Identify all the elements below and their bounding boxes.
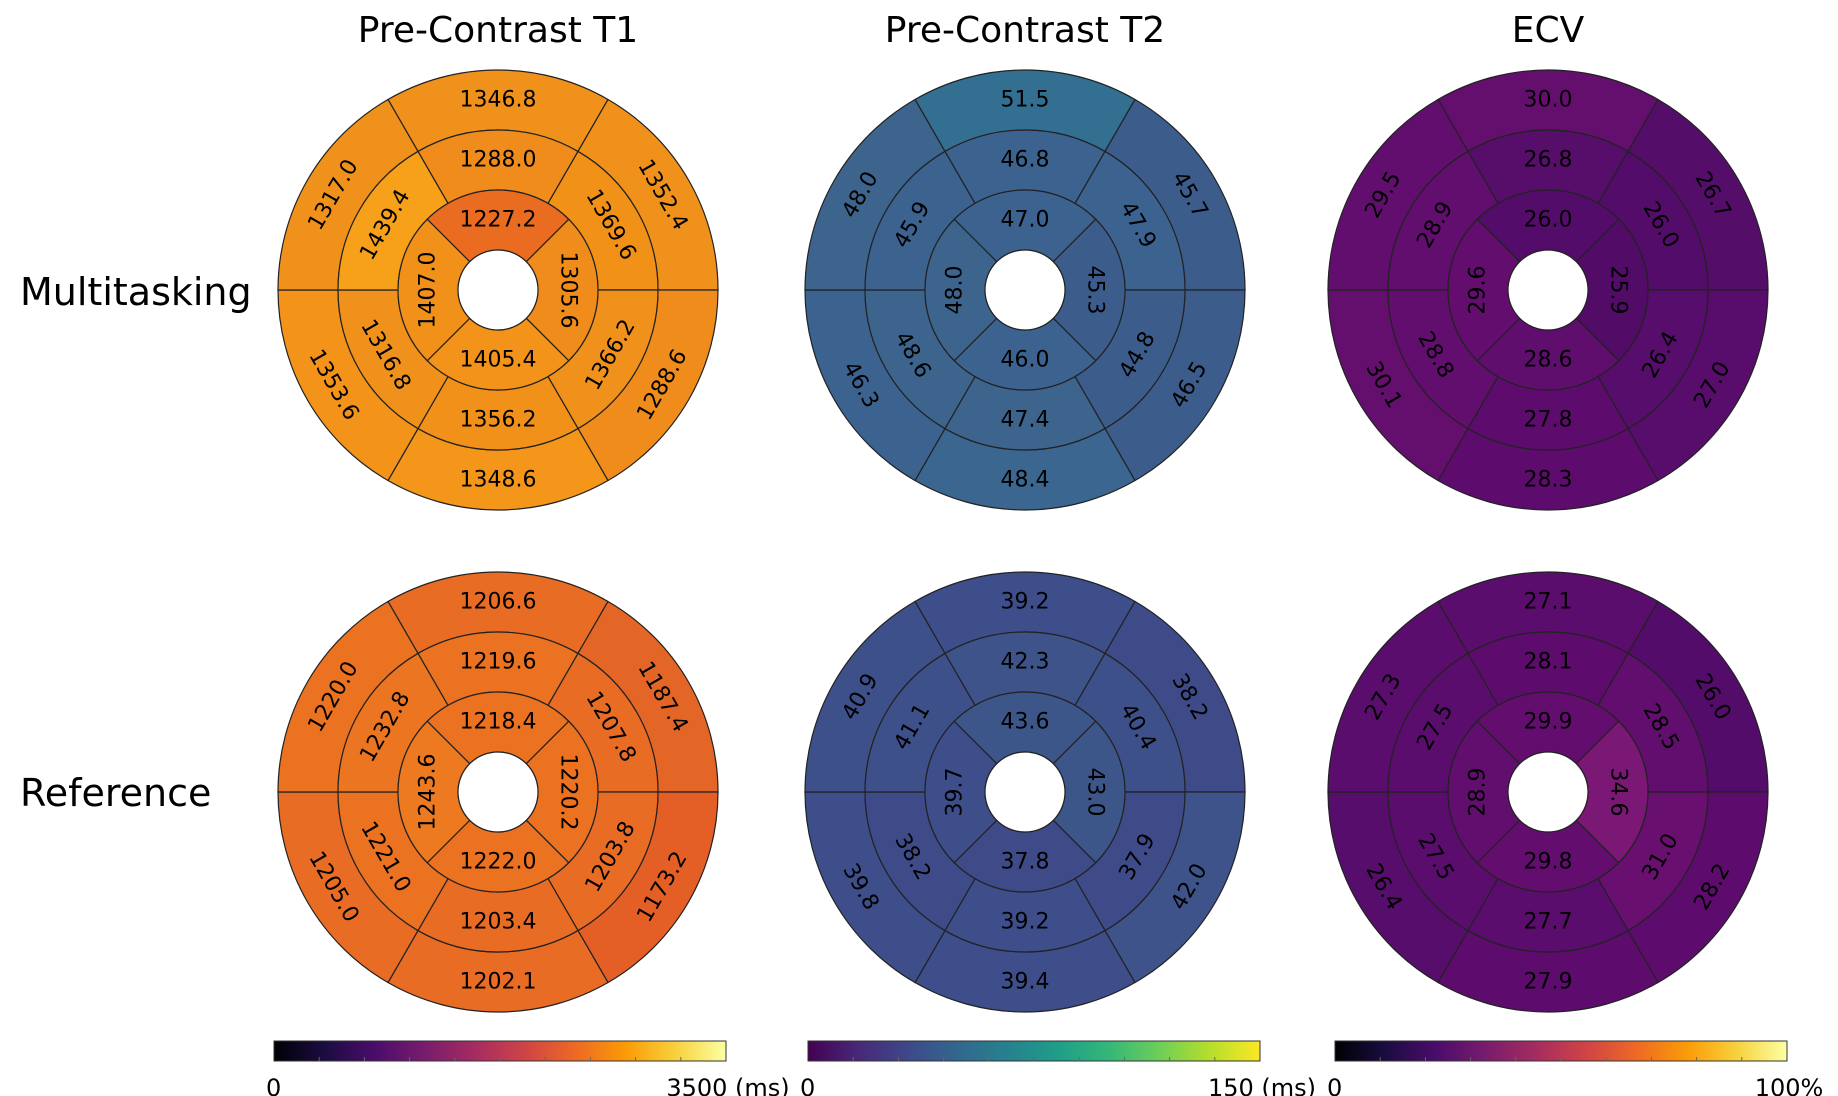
segment-value-inner-1: 26.0 [1524,208,1573,233]
segment-value-inner-2: 1305.6 [556,252,581,329]
bullseye-reference-pre-contrast-t2: 39.238.242.039.439.840.942.340.437.939.2… [804,571,1246,1013]
colorbar-t2: 0 150 (ms) [800,1040,1316,1096]
segment-value-inner-3: 29.8 [1524,850,1573,875]
segment-value-middle-4: 1203.4 [460,910,537,935]
segment-value-inner-1: 1227.2 [460,208,537,233]
segment-value-inner-2: 45.3 [1083,266,1108,315]
center-hole [457,751,539,833]
colorbar-min-label: 0 [1327,1074,1342,1096]
row-label-reference: Reference [20,771,211,815]
segment-value-middle-1: 42.3 [1001,650,1050,675]
segment-value-middle-1: 46.8 [1001,148,1050,173]
segment-value-inner-3: 1405.4 [460,348,537,373]
column-title-t1: Pre-Contrast T1 [358,10,638,51]
segment-value-inner-4: 28.9 [1466,768,1491,817]
segment-value-inner-3: 28.6 [1524,348,1573,373]
colorbar-t1: 0 3500 (ms) [266,1040,790,1096]
colorbar-ecv: 0 100% [1327,1040,1824,1096]
segment-value-outer-4: 48.4 [1001,468,1050,493]
segment-value-outer-1: 1346.8 [460,88,537,113]
column-title-ecv: ECV [1512,10,1585,51]
segment-value-outer-4: 39.4 [1001,970,1050,995]
segment-value-outer-1: 51.5 [1001,88,1050,113]
segment-value-middle-4: 1356.2 [460,408,537,433]
segment-value-inner-1: 29.9 [1524,710,1573,735]
segment-value-inner-1: 47.0 [1001,208,1050,233]
bullseye-multitasking-pre-contrast-t2: 51.545.746.548.446.348.046.847.944.847.4… [804,69,1246,511]
segment-value-middle-4: 47.4 [1001,408,1050,433]
segment-value-outer-1: 1206.6 [460,590,537,615]
colorbars: 0 3500 (ms) 0 150 (ms) 0 100% [266,1040,1824,1096]
segment-value-middle-4: 39.2 [1001,910,1050,935]
segment-value-middle-1: 1219.6 [460,650,537,675]
segment-value-inner-3: 1222.0 [460,850,537,875]
row-label-multitasking: Multitasking [20,270,252,314]
segment-value-outer-4: 1202.1 [460,970,537,995]
segment-value-outer-4: 28.3 [1524,468,1573,493]
center-hole [984,751,1066,833]
colorbar-max-label: 3500 (ms) [666,1074,789,1096]
colorbar-min-label: 0 [266,1074,281,1096]
center-hole [457,249,539,331]
colorbar-max-label: 150 (ms) [1208,1074,1316,1096]
segment-value-inner-3: 46.0 [1001,348,1050,373]
colorbar-max-label: 100% [1755,1074,1824,1096]
center-hole [1507,751,1589,833]
bullseye-reference-ecv: 27.126.028.227.926.427.328.128.531.027.7… [1327,571,1769,1013]
segment-value-inner-2: 43.0 [1083,768,1108,817]
segment-value-inner-4: 39.7 [943,768,968,817]
segment-value-inner-4: 1243.6 [416,754,441,831]
segment-value-middle-1: 28.1 [1524,650,1573,675]
center-hole [984,249,1066,331]
segment-value-inner-4: 29.6 [1466,266,1491,315]
segment-value-inner-2: 1220.2 [556,754,581,831]
center-hole [1507,249,1589,331]
segment-value-inner-2: 25.9 [1606,266,1631,315]
segment-value-inner-2: 34.6 [1606,768,1631,817]
segment-value-middle-4: 27.7 [1524,910,1573,935]
segment-value-inner-4: 48.0 [943,266,968,315]
segment-value-middle-1: 1288.0 [460,148,537,173]
segment-value-outer-4: 27.9 [1524,970,1573,995]
segment-value-outer-4: 1348.6 [460,468,537,493]
segment-value-inner-3: 37.8 [1001,850,1050,875]
segment-value-inner-1: 1218.4 [460,710,537,735]
segment-value-outer-1: 39.2 [1001,590,1050,615]
bullseye-multitasking-ecv: 30.026.727.028.330.129.526.826.026.427.8… [1327,69,1769,511]
segment-value-middle-4: 27.8 [1524,408,1573,433]
colorbar-min-label: 0 [800,1074,815,1096]
column-title-t2: Pre-Contrast T2 [885,10,1165,51]
segment-value-middle-1: 26.8 [1524,148,1573,173]
segment-value-inner-1: 43.6 [1001,710,1050,735]
segment-value-outer-1: 27.1 [1524,590,1573,615]
segment-value-outer-1: 30.0 [1524,88,1573,113]
segment-value-inner-4: 1407.0 [416,252,441,329]
